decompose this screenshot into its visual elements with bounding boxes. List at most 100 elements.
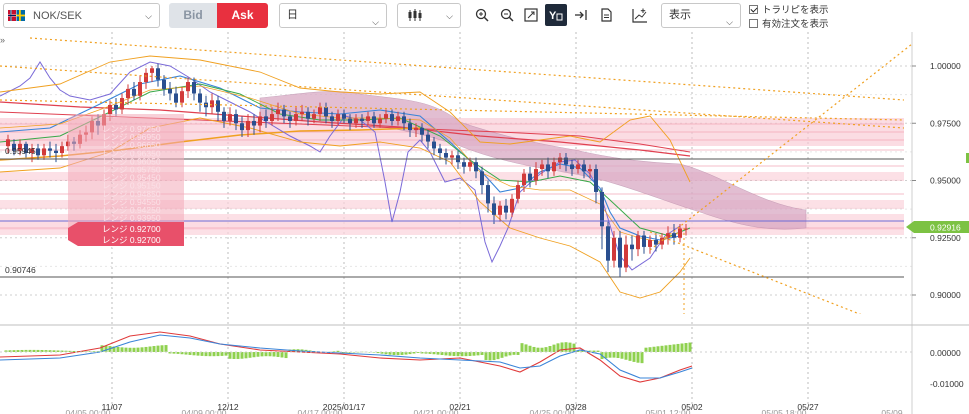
candle-body xyxy=(246,120,250,131)
macd-histogram-bar xyxy=(528,345,532,352)
macd-histogram-bar xyxy=(468,352,472,356)
price-axis-label: 1.00000 xyxy=(930,61,961,71)
macd-histogram-bar xyxy=(660,345,664,352)
macd-histogram-bar xyxy=(336,350,340,352)
macd-histogram-bar xyxy=(496,352,500,360)
candle-body xyxy=(648,240,652,247)
candle-body xyxy=(48,148,52,151)
macd-histogram-bar xyxy=(664,345,668,352)
zoom-out-icon[interactable] xyxy=(496,4,518,26)
date-axis: 11/07 12/12 2025/01/17 02/21 03/28 05/02 05/27… xyxy=(66,402,903,414)
candle-body xyxy=(162,79,166,89)
symbol-label: NOK/SEK xyxy=(33,9,82,22)
trendline-checkbox[interactable]: トラリピを表示 xyxy=(749,2,829,16)
range-tag-label: レンジ 0.92700 xyxy=(102,246,161,256)
display-label: 表示 xyxy=(669,9,691,21)
price-axis-marker xyxy=(966,153,969,163)
macd-histogram-bar xyxy=(612,352,616,358)
macd-histogram-bar xyxy=(452,352,456,356)
chevron-down-icon: ⌵ xyxy=(372,17,379,27)
candle-body xyxy=(288,116,292,121)
candle-body xyxy=(510,198,514,213)
macd-histogram-bar xyxy=(548,345,552,352)
macd-histogram-bar xyxy=(220,352,224,356)
date-axis-minor-label: 04/25 00:00 xyxy=(530,408,575,414)
chart-type-select[interactable]: ⌵ xyxy=(397,3,461,28)
macd-histogram-bar xyxy=(280,352,284,358)
macd-histogram-bar xyxy=(124,347,128,352)
macd-histogram-bar xyxy=(460,352,464,357)
candle-body xyxy=(126,88,130,99)
symbol-select[interactable]: NOK/SEK ⌵ xyxy=(3,3,160,28)
period-select[interactable]: 日 ⌵ xyxy=(279,3,387,28)
indicator-axis-label: -0.01000 xyxy=(930,379,964,389)
range-tag-label: レンジ 0.94850 xyxy=(102,189,161,199)
candle-body xyxy=(516,185,520,199)
candle-body xyxy=(390,114,394,121)
macd-histogram-bar xyxy=(268,352,272,357)
zoom-in-icon[interactable] xyxy=(471,4,493,26)
macd-histogram-bar xyxy=(572,343,576,352)
candle-body xyxy=(252,120,256,126)
macd-histogram-bar xyxy=(484,352,488,361)
macd-histogram-bar xyxy=(352,352,356,353)
fit-screen-icon[interactable] xyxy=(520,4,542,26)
candle-body xyxy=(450,155,454,158)
macd-histogram-bar xyxy=(556,343,560,352)
candle-body xyxy=(150,68,154,73)
bollinger-upper xyxy=(0,55,691,183)
macd-histogram-bar xyxy=(592,350,596,352)
drawing-tool-icon[interactable]: Y xyxy=(545,4,567,26)
macd-histogram-bar xyxy=(120,347,124,352)
jump-to-latest-icon[interactable] xyxy=(570,4,592,26)
candle-body xyxy=(24,143,28,154)
candle-body xyxy=(612,237,616,261)
range-tag-label: レンジ 0.95150 xyxy=(102,181,161,191)
price-axis-label: 0.97500 xyxy=(930,118,961,128)
candle-body xyxy=(366,116,370,121)
candle-body xyxy=(654,240,658,245)
candle-body xyxy=(624,244,628,268)
bid-button[interactable]: Bid xyxy=(169,3,217,28)
candle-body xyxy=(186,82,190,92)
candle-body xyxy=(336,114,340,121)
macd-histogram-bar xyxy=(520,343,524,352)
macd-histogram-bar xyxy=(564,342,568,352)
macd-histogram-bar xyxy=(668,344,672,352)
macd-histogram-bar xyxy=(96,351,100,352)
candle-body xyxy=(384,114,388,119)
candle-body xyxy=(228,114,232,121)
candle-body xyxy=(30,148,34,154)
macd-histogram-bar xyxy=(116,346,120,352)
candle-body xyxy=(606,226,610,261)
macd-histogram-bar xyxy=(444,352,448,356)
add-indicator-icon[interactable] xyxy=(629,4,651,26)
macd-histogram-bar xyxy=(448,352,452,356)
macd-histogram-bar xyxy=(684,343,688,352)
double-chevron-icon[interactable]: » xyxy=(0,35,5,45)
macd-histogram-bar xyxy=(12,350,16,352)
document-icon[interactable] xyxy=(595,4,617,26)
ichimoku-cloud xyxy=(259,91,807,230)
display-select[interactable]: 表示 ⌵ xyxy=(661,3,741,28)
range-tag-label: レンジ 0.93950 xyxy=(102,213,161,223)
active-orders-checkbox[interactable]: 有効注文を表示 xyxy=(749,16,829,30)
macd-histogram-bar xyxy=(596,350,600,352)
macd-histogram-bar xyxy=(52,350,56,352)
macd-histogram-bar xyxy=(384,352,388,355)
candle-body xyxy=(210,100,214,108)
macd-histogram-bar xyxy=(576,350,580,352)
macd-histogram-bar xyxy=(432,352,436,355)
macd-histogram-bar xyxy=(216,352,220,357)
ask-button[interactable]: Ask xyxy=(217,3,268,28)
macd-histogram-bar xyxy=(180,352,184,355)
candle-body xyxy=(240,123,244,131)
macd-histogram-bar xyxy=(464,352,468,357)
macd-histogram-bar xyxy=(640,352,644,364)
candle-body xyxy=(42,148,46,156)
candle-body xyxy=(156,68,160,80)
macd-histogram-bar xyxy=(628,352,632,361)
checkbox-empty-icon xyxy=(749,18,758,28)
bollinger-mid xyxy=(0,85,681,243)
